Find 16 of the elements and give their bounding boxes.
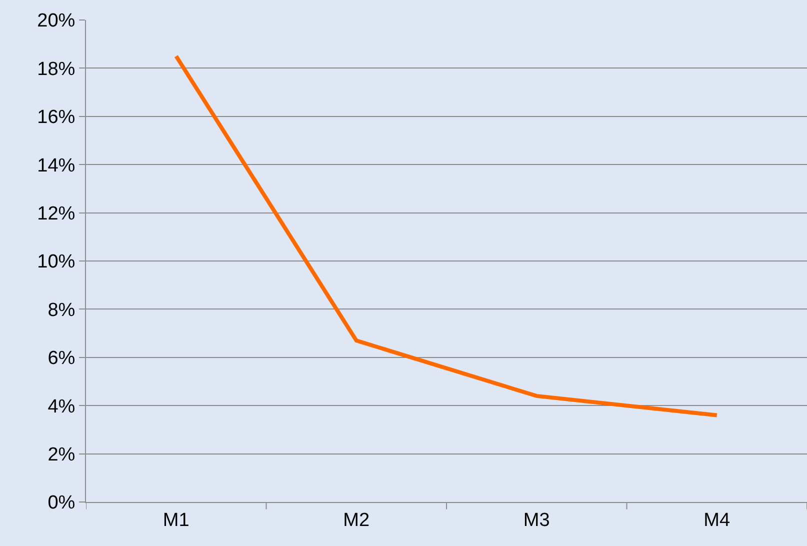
x-tick-label: M1 bbox=[162, 510, 190, 531]
x-tick-label: M4 bbox=[704, 510, 731, 531]
y-tick-label: 6% bbox=[48, 348, 76, 370]
x-tick-label: M2 bbox=[343, 510, 370, 531]
line-series bbox=[174, 54, 719, 418]
x-tick-label: M3 bbox=[523, 510, 550, 531]
y-tick-label: 14% bbox=[37, 155, 76, 176]
y-tick-label: 20% bbox=[37, 10, 76, 32]
y-tick-label: 4% bbox=[48, 396, 76, 418]
y-tick-label: 10% bbox=[37, 252, 76, 273]
y-tick-label: 12% bbox=[37, 203, 76, 224]
y-tick-label: 18% bbox=[37, 58, 76, 80]
y-tick-label: 16% bbox=[37, 107, 76, 128]
y-tick-label: 2% bbox=[48, 444, 76, 466]
y-tick-label: 8% bbox=[48, 300, 76, 321]
y-tick-label: 0% bbox=[48, 492, 76, 514]
